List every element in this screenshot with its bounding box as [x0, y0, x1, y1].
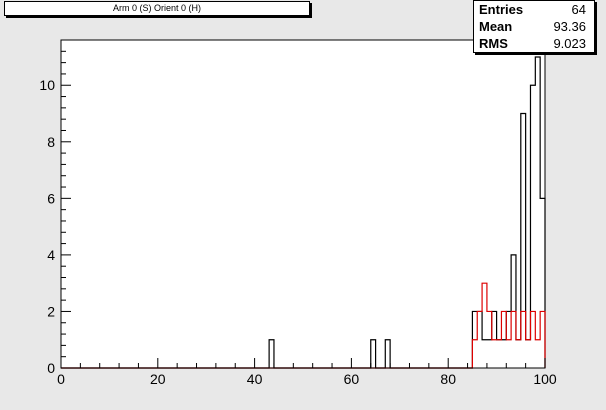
y-tick-label: 0: [47, 360, 55, 376]
stats-row-entries: Entries 64: [479, 1, 586, 18]
y-tick-label: 6: [47, 190, 55, 206]
stats-value: 93.36: [553, 19, 586, 34]
series-1-bin: [482, 283, 487, 368]
x-tick-label: 20: [150, 371, 166, 387]
series-0-bin: [269, 340, 274, 368]
y-tick-label: 10: [39, 77, 55, 93]
stats-row-rms: RMS 9.023: [479, 35, 586, 52]
series-1-bin: [540, 311, 545, 368]
series-1-bin: [492, 340, 497, 368]
plot-frame: [60, 39, 546, 369]
series-1-bin: [530, 311, 535, 368]
x-tick-label: 0: [57, 371, 65, 387]
stats-key: Entries: [479, 2, 524, 17]
stats-key: RMS: [479, 36, 508, 51]
series-1-bin: [477, 311, 482, 368]
histogram-title: Arm 0 (S) Orient 0 (H): [4, 1, 310, 16]
stats-row-mean: Mean 93.36: [479, 18, 586, 35]
y-tick-label: 8: [47, 134, 55, 150]
x-tick-label: 40: [247, 371, 263, 387]
series-1-bin: [535, 340, 540, 368]
stats-box: Entries 64 Mean 93.36 RMS 9.023: [473, 0, 595, 53]
y-tick-label: 2: [47, 303, 55, 319]
x-tick-label: 100: [533, 371, 557, 387]
series-0-bin: [535, 57, 540, 368]
series-1-bin: [521, 311, 526, 368]
series-0-bin: [385, 340, 390, 368]
series-1-bin: [501, 311, 506, 368]
stats-value: 64: [571, 2, 586, 17]
stats-key: Mean: [479, 19, 513, 34]
series-1-bin: [506, 340, 511, 368]
series-1-bin: [516, 340, 521, 368]
series-1-bin: [487, 311, 492, 368]
y-tick-label: 4: [47, 247, 55, 263]
x-tick-label: 80: [440, 371, 456, 387]
series-1-bin: [497, 340, 502, 368]
series-1-bin: [472, 340, 477, 368]
series-1-bin: [526, 340, 531, 368]
x-tick-label: 60: [344, 371, 360, 387]
series-1-bin: [511, 311, 516, 368]
series-0-bin: [371, 340, 376, 368]
axis-layer: 0 20 40 60 80 100 0 2 4 6 8 10: [39, 39, 557, 387]
stats-value: 9.023: [553, 36, 586, 51]
